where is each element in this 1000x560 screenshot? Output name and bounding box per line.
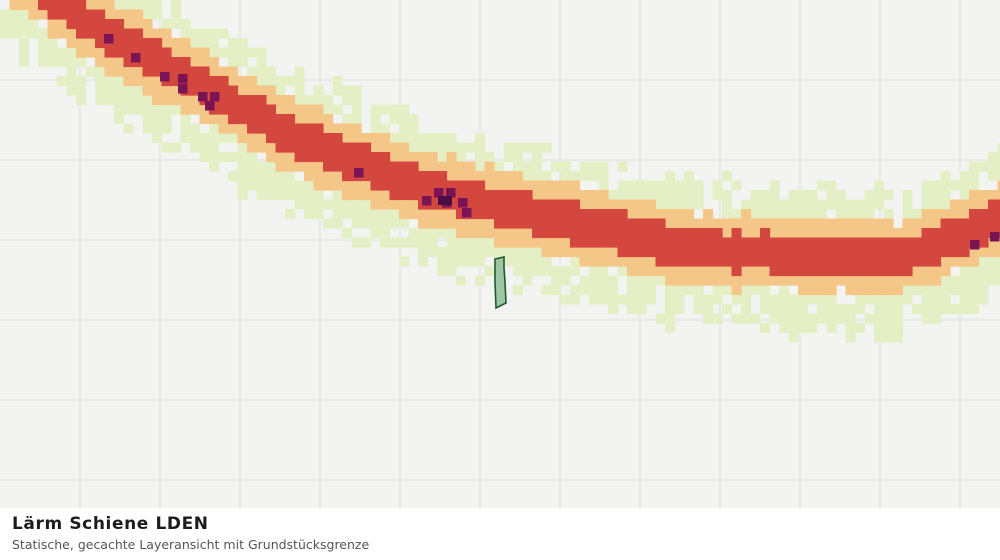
parcel-boundary[interactable]	[494, 256, 507, 310]
map-subtitle: Statische, gecachte Layeransicht mit Gru…	[12, 537, 370, 552]
noise-zone-mid	[9, 0, 1000, 296]
map-title: Lärm Schiene LDEN	[12, 514, 209, 534]
map-canvas	[0, 0, 1000, 508]
noise-map[interactable]	[0, 0, 1000, 508]
map-caption: Lärm Schiene LDEN Statische, gecachte La…	[0, 508, 1000, 560]
noise-zone-low	[0, 0, 1000, 343]
noise-zone-very-high	[104, 34, 1000, 250]
